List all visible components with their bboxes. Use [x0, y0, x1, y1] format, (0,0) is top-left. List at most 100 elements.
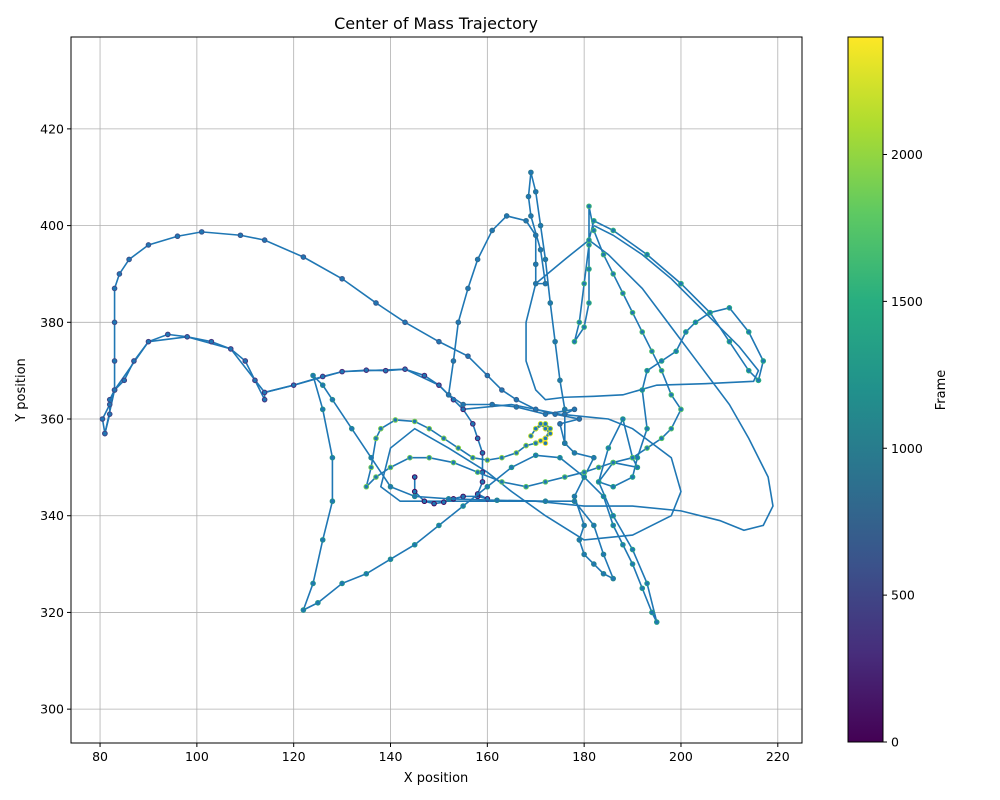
trajectory-point: [586, 242, 592, 248]
trajectory-point: [436, 382, 442, 388]
trajectory-point: [106, 401, 113, 408]
colorbar-tick-label: 500: [891, 588, 915, 603]
trajectory-point: [610, 271, 616, 277]
x-tick-label: 100: [185, 749, 209, 764]
trajectory-point: [392, 417, 399, 423]
trajectory-point: [237, 232, 244, 239]
trajectory-point: [726, 304, 733, 311]
trajectory-point: [620, 416, 626, 422]
trajectory-point: [532, 188, 539, 195]
trajectory-point: [252, 377, 258, 384]
trajectory-point: [595, 479, 602, 485]
trajectory-point: [499, 387, 505, 393]
trajectory-point: [581, 469, 587, 476]
plot-frame: [70, 36, 803, 744]
trajectory-point: [542, 479, 549, 485]
trajectory-point: [629, 561, 636, 567]
trajectory-point: [484, 457, 491, 463]
trajectory-point: [673, 348, 679, 355]
trajectory-point: [373, 435, 379, 442]
trajectory-point: [499, 454, 505, 461]
trajectory-point: [668, 392, 675, 398]
trajectory-point: [581, 522, 587, 529]
chart-title: Center of Mass Trajectory: [334, 14, 538, 33]
trajectory-point: [600, 493, 607, 500]
trajectory-point: [537, 421, 544, 427]
trajectory-point: [649, 348, 655, 355]
trajectory-point: [99, 416, 106, 422]
trajectory: [99, 169, 774, 625]
trajectory-point: [523, 217, 529, 224]
trajectory-point: [755, 377, 762, 384]
trajectory-point: [121, 377, 128, 384]
colorbar: [847, 36, 884, 743]
trajectory-point: [528, 213, 534, 219]
trajectory-point: [586, 266, 592, 272]
trajectory-point: [339, 368, 345, 375]
segment-line: [364, 206, 759, 490]
trajectory-point: [532, 440, 539, 446]
trajectory-point: [595, 464, 602, 471]
trajectory-point: [111, 358, 118, 364]
trajectory-point: [692, 319, 699, 326]
trajectory-point: [445, 392, 452, 398]
trajectory-point: [111, 285, 118, 292]
trajectory-point: [644, 425, 650, 432]
trajectory-point: [411, 418, 418, 425]
trajectory-point: [165, 331, 171, 338]
trajectory-point: [489, 227, 495, 234]
trajectory-point: [591, 217, 597, 224]
trajectory-point: [644, 580, 650, 587]
trajectory-point: [455, 319, 462, 326]
trajectory-point: [600, 551, 607, 558]
trajectory-point: [571, 338, 578, 345]
trajectory-point: [610, 575, 616, 582]
trajectory-point: [319, 537, 326, 543]
trajectory-point: [513, 404, 520, 410]
trajectory-point: [557, 421, 563, 427]
trajectory-point: [726, 338, 733, 345]
trajectory-point: [363, 570, 370, 577]
trajectory-point: [494, 497, 500, 504]
trajectory-point: [629, 474, 636, 480]
trajectory-point: [537, 246, 544, 253]
trajectory-point: [126, 256, 132, 263]
trajectory-point: [707, 309, 713, 316]
trajectory-point: [411, 474, 418, 480]
trajectory-point: [426, 454, 433, 461]
x-tick-label: 220: [766, 749, 790, 764]
trajectory-point: [131, 358, 137, 364]
trajectory-point: [561, 411, 568, 417]
trajectory-point: [629, 309, 636, 316]
trajectory-point: [581, 474, 587, 480]
trajectory-point: [639, 585, 646, 592]
trajectory-point: [455, 445, 462, 451]
trajectory-point: [300, 607, 307, 613]
trajectory-point: [532, 280, 539, 287]
segment-line: [301, 306, 765, 623]
trajectory-point: [547, 425, 554, 432]
trajectory-point: [445, 496, 452, 502]
trajectory-point: [542, 411, 549, 417]
trajectory-point: [382, 367, 389, 374]
trajectory-point: [261, 237, 268, 243]
trajectory-point: [348, 425, 355, 432]
trajectory-point: [310, 372, 316, 379]
trajectory-point: [106, 411, 113, 417]
trajectory-point: [102, 430, 108, 437]
trajectory-point: [586, 203, 592, 210]
colorbar-tick-label: 0: [891, 735, 899, 750]
trajectory-point: [644, 367, 650, 374]
trajectory-point: [479, 450, 486, 456]
x-tick-label: 120: [282, 749, 306, 764]
trajectory-point: [552, 411, 558, 417]
trajectory-point: [315, 599, 321, 606]
y-tick-label: 320: [40, 605, 64, 620]
trajectory-point: [411, 488, 418, 495]
trajectory-point: [421, 498, 428, 505]
trajectory-point: [542, 256, 549, 263]
trajectory-point: [329, 498, 336, 505]
trajectory-point: [547, 300, 554, 306]
trajectory-point: [678, 406, 684, 413]
